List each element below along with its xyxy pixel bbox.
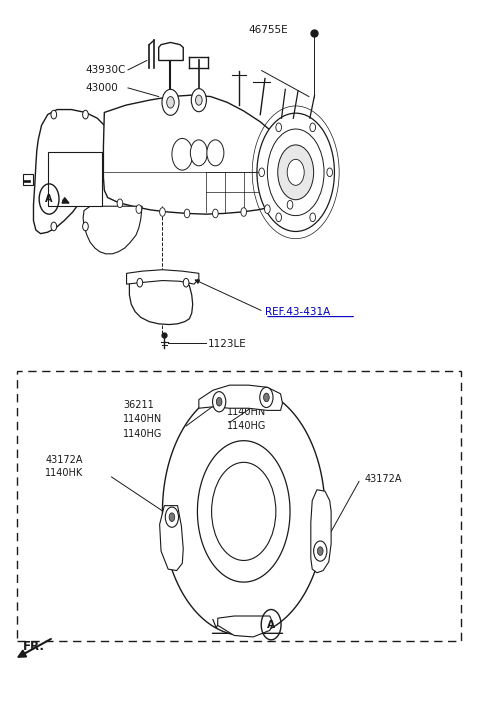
Text: 43930C: 43930C	[86, 65, 126, 75]
Circle shape	[257, 113, 335, 231]
Polygon shape	[130, 276, 193, 324]
Text: FR.: FR.	[22, 640, 44, 653]
Circle shape	[167, 97, 174, 108]
Circle shape	[259, 168, 264, 177]
Circle shape	[136, 205, 141, 214]
Circle shape	[169, 513, 175, 521]
Text: 43000: 43000	[86, 83, 118, 93]
Polygon shape	[163, 387, 325, 635]
Circle shape	[83, 222, 88, 230]
Circle shape	[327, 168, 333, 177]
Circle shape	[184, 209, 190, 218]
Circle shape	[276, 213, 282, 222]
Polygon shape	[159, 42, 183, 60]
Circle shape	[212, 462, 276, 561]
Circle shape	[162, 89, 179, 116]
Circle shape	[278, 145, 314, 200]
Circle shape	[165, 507, 178, 527]
Text: A: A	[267, 619, 275, 630]
Circle shape	[183, 278, 189, 287]
Polygon shape	[127, 270, 199, 284]
Circle shape	[317, 547, 323, 555]
Circle shape	[196, 95, 202, 105]
Circle shape	[213, 392, 226, 411]
Polygon shape	[83, 206, 142, 254]
Text: 43172A: 43172A	[45, 454, 83, 465]
Text: 1140HN: 1140HN	[227, 407, 266, 417]
Circle shape	[260, 387, 273, 408]
Polygon shape	[218, 616, 273, 637]
Text: 1123LE: 1123LE	[208, 339, 247, 349]
Circle shape	[267, 129, 324, 216]
Circle shape	[117, 199, 123, 208]
Text: VIEW: VIEW	[212, 618, 249, 631]
Text: 36211: 36211	[227, 393, 258, 403]
Circle shape	[207, 140, 224, 166]
Text: 46755E: 46755E	[249, 25, 288, 35]
Circle shape	[137, 278, 142, 287]
Circle shape	[314, 541, 327, 561]
Text: 1140HG: 1140HG	[227, 422, 267, 431]
Circle shape	[191, 89, 206, 112]
Polygon shape	[103, 95, 333, 214]
Circle shape	[276, 123, 282, 132]
Circle shape	[310, 123, 315, 132]
Polygon shape	[199, 385, 282, 411]
Circle shape	[190, 140, 207, 166]
Circle shape	[160, 208, 165, 217]
Polygon shape	[311, 490, 331, 573]
Text: 36211: 36211	[123, 400, 154, 410]
Circle shape	[287, 201, 293, 209]
Text: REF.43-431A: REF.43-431A	[265, 307, 330, 316]
Text: A: A	[45, 194, 53, 204]
Circle shape	[264, 205, 270, 214]
Circle shape	[51, 222, 56, 230]
Bar	[48, 152, 102, 206]
Polygon shape	[33, 110, 110, 233]
Bar	[17, 371, 461, 641]
Polygon shape	[160, 505, 183, 571]
Circle shape	[172, 138, 193, 170]
Circle shape	[217, 398, 222, 406]
Text: 1140HG: 1140HG	[123, 428, 163, 438]
Circle shape	[310, 213, 315, 222]
Circle shape	[83, 111, 88, 119]
Text: 1140HK: 1140HK	[45, 468, 84, 478]
Text: 43172A: 43172A	[364, 474, 402, 484]
Polygon shape	[197, 441, 290, 582]
Circle shape	[241, 208, 247, 217]
Circle shape	[51, 111, 56, 119]
Circle shape	[213, 209, 218, 218]
Circle shape	[263, 393, 269, 402]
Circle shape	[287, 159, 304, 185]
Polygon shape	[22, 174, 33, 185]
Polygon shape	[22, 180, 30, 182]
Text: 1140HN: 1140HN	[123, 414, 163, 424]
